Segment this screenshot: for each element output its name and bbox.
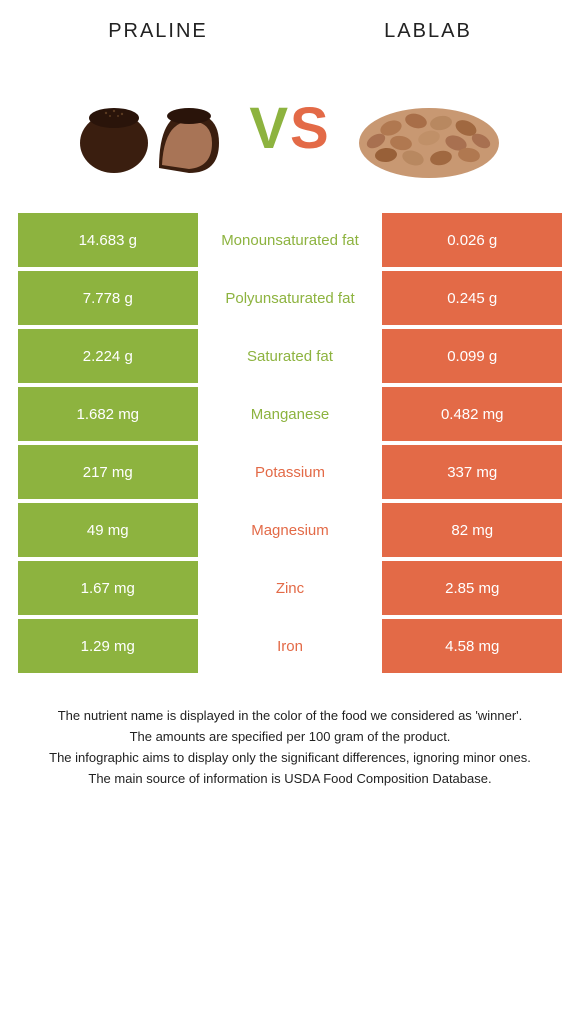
nutrient-label: Potassium <box>198 445 383 499</box>
value-right: 0.026 g <box>382 213 562 267</box>
footer-line-3: The infographic aims to display only the… <box>18 749 562 768</box>
table-row: 2.224 gSaturated fat0.099 g <box>18 329 562 387</box>
table-row: 1.29 mgIron4.58 mg <box>18 619 562 677</box>
table-row: 14.683 gMonounsaturated fat0.026 g <box>18 213 562 271</box>
value-left: 14.683 g <box>18 213 198 267</box>
nutrient-label: Polyunsaturated fat <box>198 271 383 325</box>
value-left: 1.29 mg <box>18 619 198 673</box>
vs-s: S <box>290 96 331 161</box>
value-left: 1.682 mg <box>18 387 198 441</box>
nutrient-label: Monounsaturated fat <box>198 213 383 267</box>
comparison-table: 14.683 gMonounsaturated fat0.026 g7.778 … <box>18 213 562 677</box>
value-right: 82 mg <box>382 503 562 557</box>
value-left: 217 mg <box>18 445 198 499</box>
vs-row: VS <box>0 53 580 213</box>
footer-line-4: The main source of information is USDA F… <box>18 770 562 789</box>
food-left-image <box>74 73 229 183</box>
table-row: 1.682 mgManganese0.482 mg <box>18 387 562 445</box>
value-right: 2.85 mg <box>382 561 562 615</box>
food-left-title: Praline <box>108 20 208 43</box>
footer-line-2: The amounts are specified per 100 gram o… <box>18 728 562 747</box>
value-left: 2.224 g <box>18 329 198 383</box>
value-left: 1.67 mg <box>18 561 198 615</box>
nutrient-label: Iron <box>198 619 383 673</box>
nutrient-label: Saturated fat <box>198 329 383 383</box>
footer-line-1: The nutrient name is displayed in the co… <box>18 707 562 726</box>
nutrient-label: Magnesium <box>198 503 383 557</box>
value-left: 49 mg <box>18 503 198 557</box>
value-right: 0.482 mg <box>382 387 562 441</box>
table-row: 1.67 mgZinc2.85 mg <box>18 561 562 619</box>
footer-notes: The nutrient name is displayed in the co… <box>0 677 580 800</box>
food-right-title: Lablab <box>384 20 472 43</box>
food-right-image <box>351 73 506 183</box>
value-left: 7.778 g <box>18 271 198 325</box>
table-row: 7.778 gPolyunsaturated fat0.245 g <box>18 271 562 329</box>
vs-label: VS <box>249 95 330 162</box>
value-right: 337 mg <box>382 445 562 499</box>
value-right: 0.099 g <box>382 329 562 383</box>
value-right: 0.245 g <box>382 271 562 325</box>
nutrient-label: Zinc <box>198 561 383 615</box>
nutrient-label: Manganese <box>198 387 383 441</box>
table-row: 49 mgMagnesium82 mg <box>18 503 562 561</box>
value-right: 4.58 mg <box>382 619 562 673</box>
header: Praline Lablab <box>0 10 580 53</box>
vs-v: V <box>249 96 290 161</box>
table-row: 217 mgPotassium337 mg <box>18 445 562 503</box>
